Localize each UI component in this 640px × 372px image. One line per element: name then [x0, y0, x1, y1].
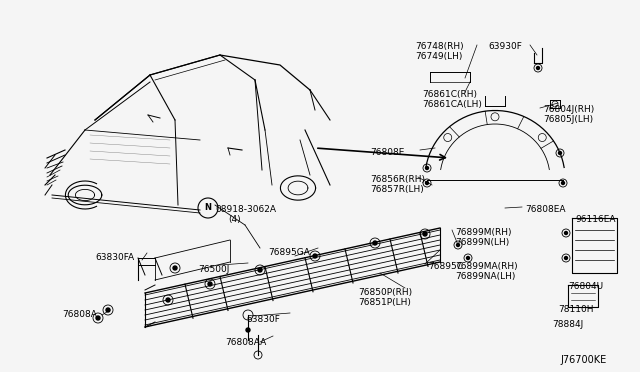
Text: 76808EA: 76808EA — [525, 205, 566, 214]
Text: 76851P(LH): 76851P(LH) — [358, 298, 411, 307]
Circle shape — [246, 328, 250, 332]
Circle shape — [173, 266, 177, 270]
Circle shape — [564, 231, 568, 234]
Text: 76861CA(LH): 76861CA(LH) — [422, 100, 482, 109]
Circle shape — [96, 316, 100, 320]
Text: 78110H: 78110H — [558, 305, 593, 314]
Text: 78884J: 78884J — [552, 320, 583, 329]
Text: 76804J(RH): 76804J(RH) — [543, 105, 595, 114]
Circle shape — [208, 282, 212, 286]
Text: 76748(RH): 76748(RH) — [415, 42, 463, 51]
Circle shape — [166, 298, 170, 302]
Text: 76895C: 76895C — [428, 262, 463, 271]
Text: 76500J: 76500J — [198, 265, 229, 274]
Text: 76749(LH): 76749(LH) — [415, 52, 462, 61]
Text: 76808E: 76808E — [370, 148, 404, 157]
Circle shape — [106, 308, 110, 312]
Text: 76857R(LH): 76857R(LH) — [370, 185, 424, 194]
Circle shape — [313, 254, 317, 258]
Text: N: N — [205, 203, 211, 212]
Text: 76856R(RH): 76856R(RH) — [370, 175, 425, 184]
Text: J76700KE: J76700KE — [560, 355, 606, 365]
Text: 76899NA(LH): 76899NA(LH) — [455, 272, 515, 281]
Text: 76899M(RH): 76899M(RH) — [455, 228, 511, 237]
Circle shape — [456, 244, 460, 247]
Text: 76861C(RH): 76861C(RH) — [422, 90, 477, 99]
Text: (4): (4) — [228, 215, 241, 224]
Circle shape — [467, 257, 470, 260]
Text: 76804U: 76804U — [568, 282, 603, 291]
Circle shape — [426, 182, 429, 185]
Text: 76895GA: 76895GA — [268, 248, 310, 257]
Text: 96116EA: 96116EA — [575, 215, 616, 224]
Circle shape — [373, 241, 377, 245]
Text: 63830F: 63830F — [246, 315, 280, 324]
Circle shape — [536, 67, 540, 70]
Text: 76850P(RH): 76850P(RH) — [358, 288, 412, 297]
Text: 76805J(LH): 76805J(LH) — [543, 115, 593, 124]
Circle shape — [423, 232, 427, 236]
Text: 63830FA: 63830FA — [95, 253, 134, 262]
Text: 76899MA(RH): 76899MA(RH) — [455, 262, 518, 271]
Circle shape — [561, 182, 564, 185]
Text: 76808AA: 76808AA — [225, 338, 266, 347]
Circle shape — [564, 257, 568, 260]
Text: 76808A: 76808A — [62, 310, 97, 319]
Text: 08918-3062A: 08918-3062A — [215, 205, 276, 214]
Circle shape — [258, 268, 262, 272]
Circle shape — [559, 151, 561, 154]
Text: 76899N(LH): 76899N(LH) — [455, 238, 509, 247]
Text: 63930F: 63930F — [488, 42, 522, 51]
Circle shape — [426, 167, 429, 170]
